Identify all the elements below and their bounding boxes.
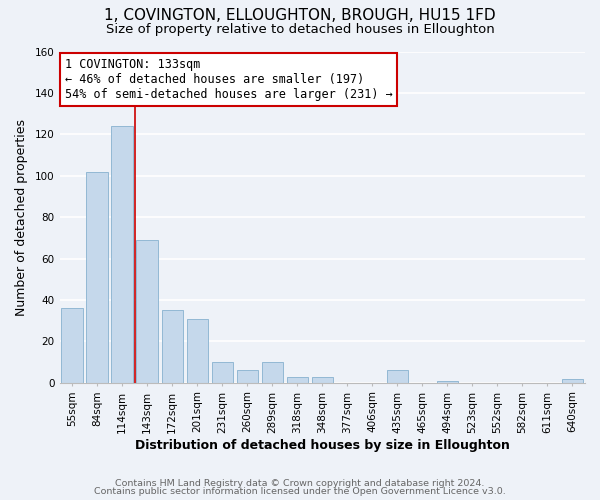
Bar	[262, 362, 283, 383]
Bar	[562, 378, 583, 383]
Text: Size of property relative to detached houses in Elloughton: Size of property relative to detached ho…	[106, 22, 494, 36]
Bar	[437, 380, 458, 383]
Bar	[187, 318, 208, 383]
Bar	[112, 126, 133, 383]
Y-axis label: Number of detached properties: Number of detached properties	[15, 118, 28, 316]
Bar	[236, 370, 258, 383]
Text: 1, COVINGTON, ELLOUGHTON, BROUGH, HU15 1FD: 1, COVINGTON, ELLOUGHTON, BROUGH, HU15 1…	[104, 8, 496, 22]
Text: 1 COVINGTON: 133sqm
← 46% of detached houses are smaller (197)
54% of semi-detac: 1 COVINGTON: 133sqm ← 46% of detached ho…	[65, 58, 392, 101]
Bar	[212, 362, 233, 383]
Text: Contains public sector information licensed under the Open Government Licence v3: Contains public sector information licen…	[94, 487, 506, 496]
Text: Contains HM Land Registry data © Crown copyright and database right 2024.: Contains HM Land Registry data © Crown c…	[115, 478, 485, 488]
Bar	[86, 172, 108, 383]
Bar	[387, 370, 408, 383]
Bar	[61, 308, 83, 383]
X-axis label: Distribution of detached houses by size in Elloughton: Distribution of detached houses by size …	[135, 440, 510, 452]
Bar	[136, 240, 158, 383]
Bar	[311, 376, 333, 383]
Bar	[287, 376, 308, 383]
Bar	[161, 310, 183, 383]
